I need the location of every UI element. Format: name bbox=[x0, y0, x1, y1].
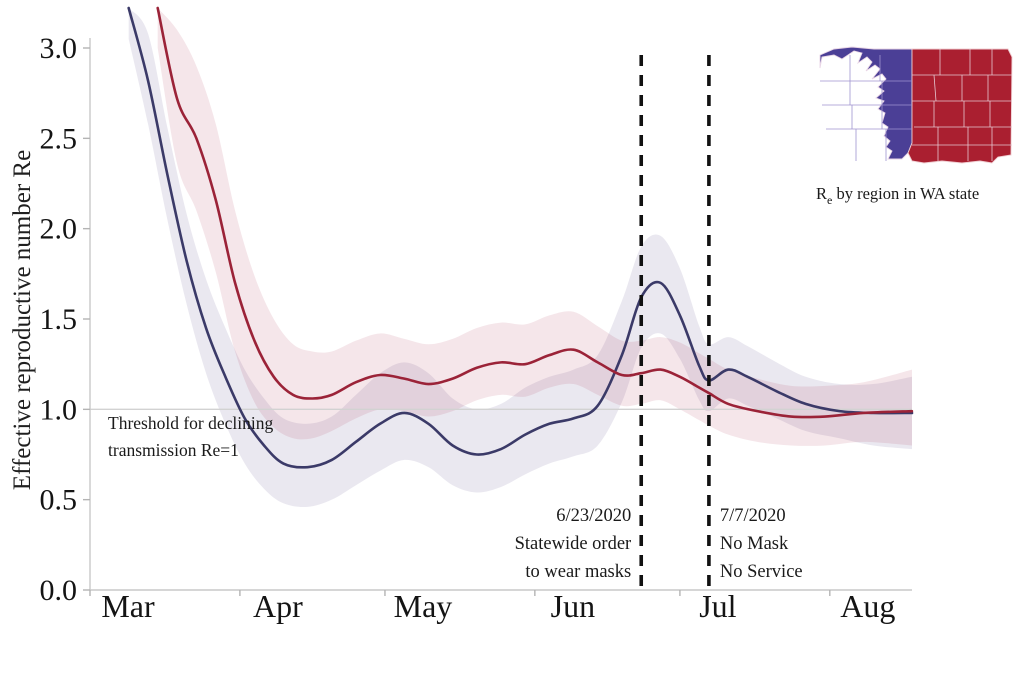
inset-caption-subscript: e bbox=[827, 193, 832, 207]
y-axis-tick-labels: 0.0 0.5 1.0 1.5 2.0 2.5 3.0 bbox=[40, 32, 78, 607]
threshold-annotation: Threshold for declining transmission Re=… bbox=[108, 413, 273, 460]
line-western-wa bbox=[127, 6, 914, 469]
y-tick-label-1.5: 1.5 bbox=[40, 303, 78, 336]
x-tick-label-jul: Jul bbox=[699, 588, 736, 624]
y-tick-label-2.0: 2.0 bbox=[40, 213, 78, 246]
map-county-lines-east bbox=[912, 49, 1012, 161]
annotation-line2-mask-order: to wear masks bbox=[525, 562, 631, 582]
inset-caption: Re by region in WA state bbox=[816, 184, 979, 207]
map-county-lines-west bbox=[820, 55, 912, 161]
axes bbox=[83, 38, 912, 596]
annotation-mask-order: 6/23/2020 Statewide order to wear masks bbox=[515, 506, 632, 582]
x-tick-label-mar: Mar bbox=[101, 588, 155, 624]
uncertainty-bands bbox=[128, 8, 912, 508]
annotation-line1-no-mask-no-service: No Mask bbox=[720, 534, 789, 554]
inset-caption-rest: by region in WA state bbox=[832, 184, 979, 203]
svg-text:Re by region in WA state: Re by region in WA state bbox=[816, 184, 979, 207]
x-axis-tick-labels: Mar Apr May Jun Jul Aug bbox=[101, 588, 895, 624]
y-tick-label-2.5: 2.5 bbox=[40, 122, 78, 155]
y-axis-ticks bbox=[83, 47, 90, 591]
x-tick-label-may: May bbox=[394, 588, 453, 624]
x-tick-label-jun: Jun bbox=[551, 588, 595, 624]
threshold-label-line2: transmission Re=1 bbox=[108, 440, 239, 460]
y-tick-label-0.5: 0.5 bbox=[40, 484, 78, 517]
series-lines bbox=[127, 6, 914, 469]
band-western-wa bbox=[128, 8, 912, 508]
y-tick-label-3.0: 3.0 bbox=[40, 32, 78, 65]
x-axis-ticks bbox=[89, 590, 831, 596]
x-tick-label-aug: Aug bbox=[840, 588, 895, 624]
inset-caption-symbol: R bbox=[816, 184, 827, 203]
y-tick-label-1.0: 1.0 bbox=[40, 393, 78, 426]
annotation-line1-mask-order: Statewide order bbox=[515, 534, 632, 554]
map-region-western-wa bbox=[819, 46, 913, 160]
line-eastern-wa bbox=[156, 6, 914, 419]
annotation-date-no-mask-no-service: 7/7/2020 bbox=[720, 506, 786, 526]
inset-map-wa-state bbox=[819, 46, 1013, 164]
y-tick-label-0.0: 0.0 bbox=[40, 574, 78, 607]
band-eastern-wa bbox=[157, 8, 912, 446]
map-region-eastern-wa bbox=[907, 48, 1013, 164]
x-tick-label-apr: Apr bbox=[253, 588, 303, 624]
annotation-date-mask-order: 6/23/2020 bbox=[556, 506, 631, 526]
y-axis-title: Effective reproductive number Re bbox=[9, 150, 36, 490]
threshold-label-line1: Threshold for declining bbox=[108, 413, 273, 433]
annotation-line2-no-mask-no-service: No Service bbox=[720, 562, 803, 582]
annotation-no-mask-no-service: 7/7/2020 No Mask No Service bbox=[720, 506, 803, 582]
event-marker-lines bbox=[639, 55, 711, 590]
